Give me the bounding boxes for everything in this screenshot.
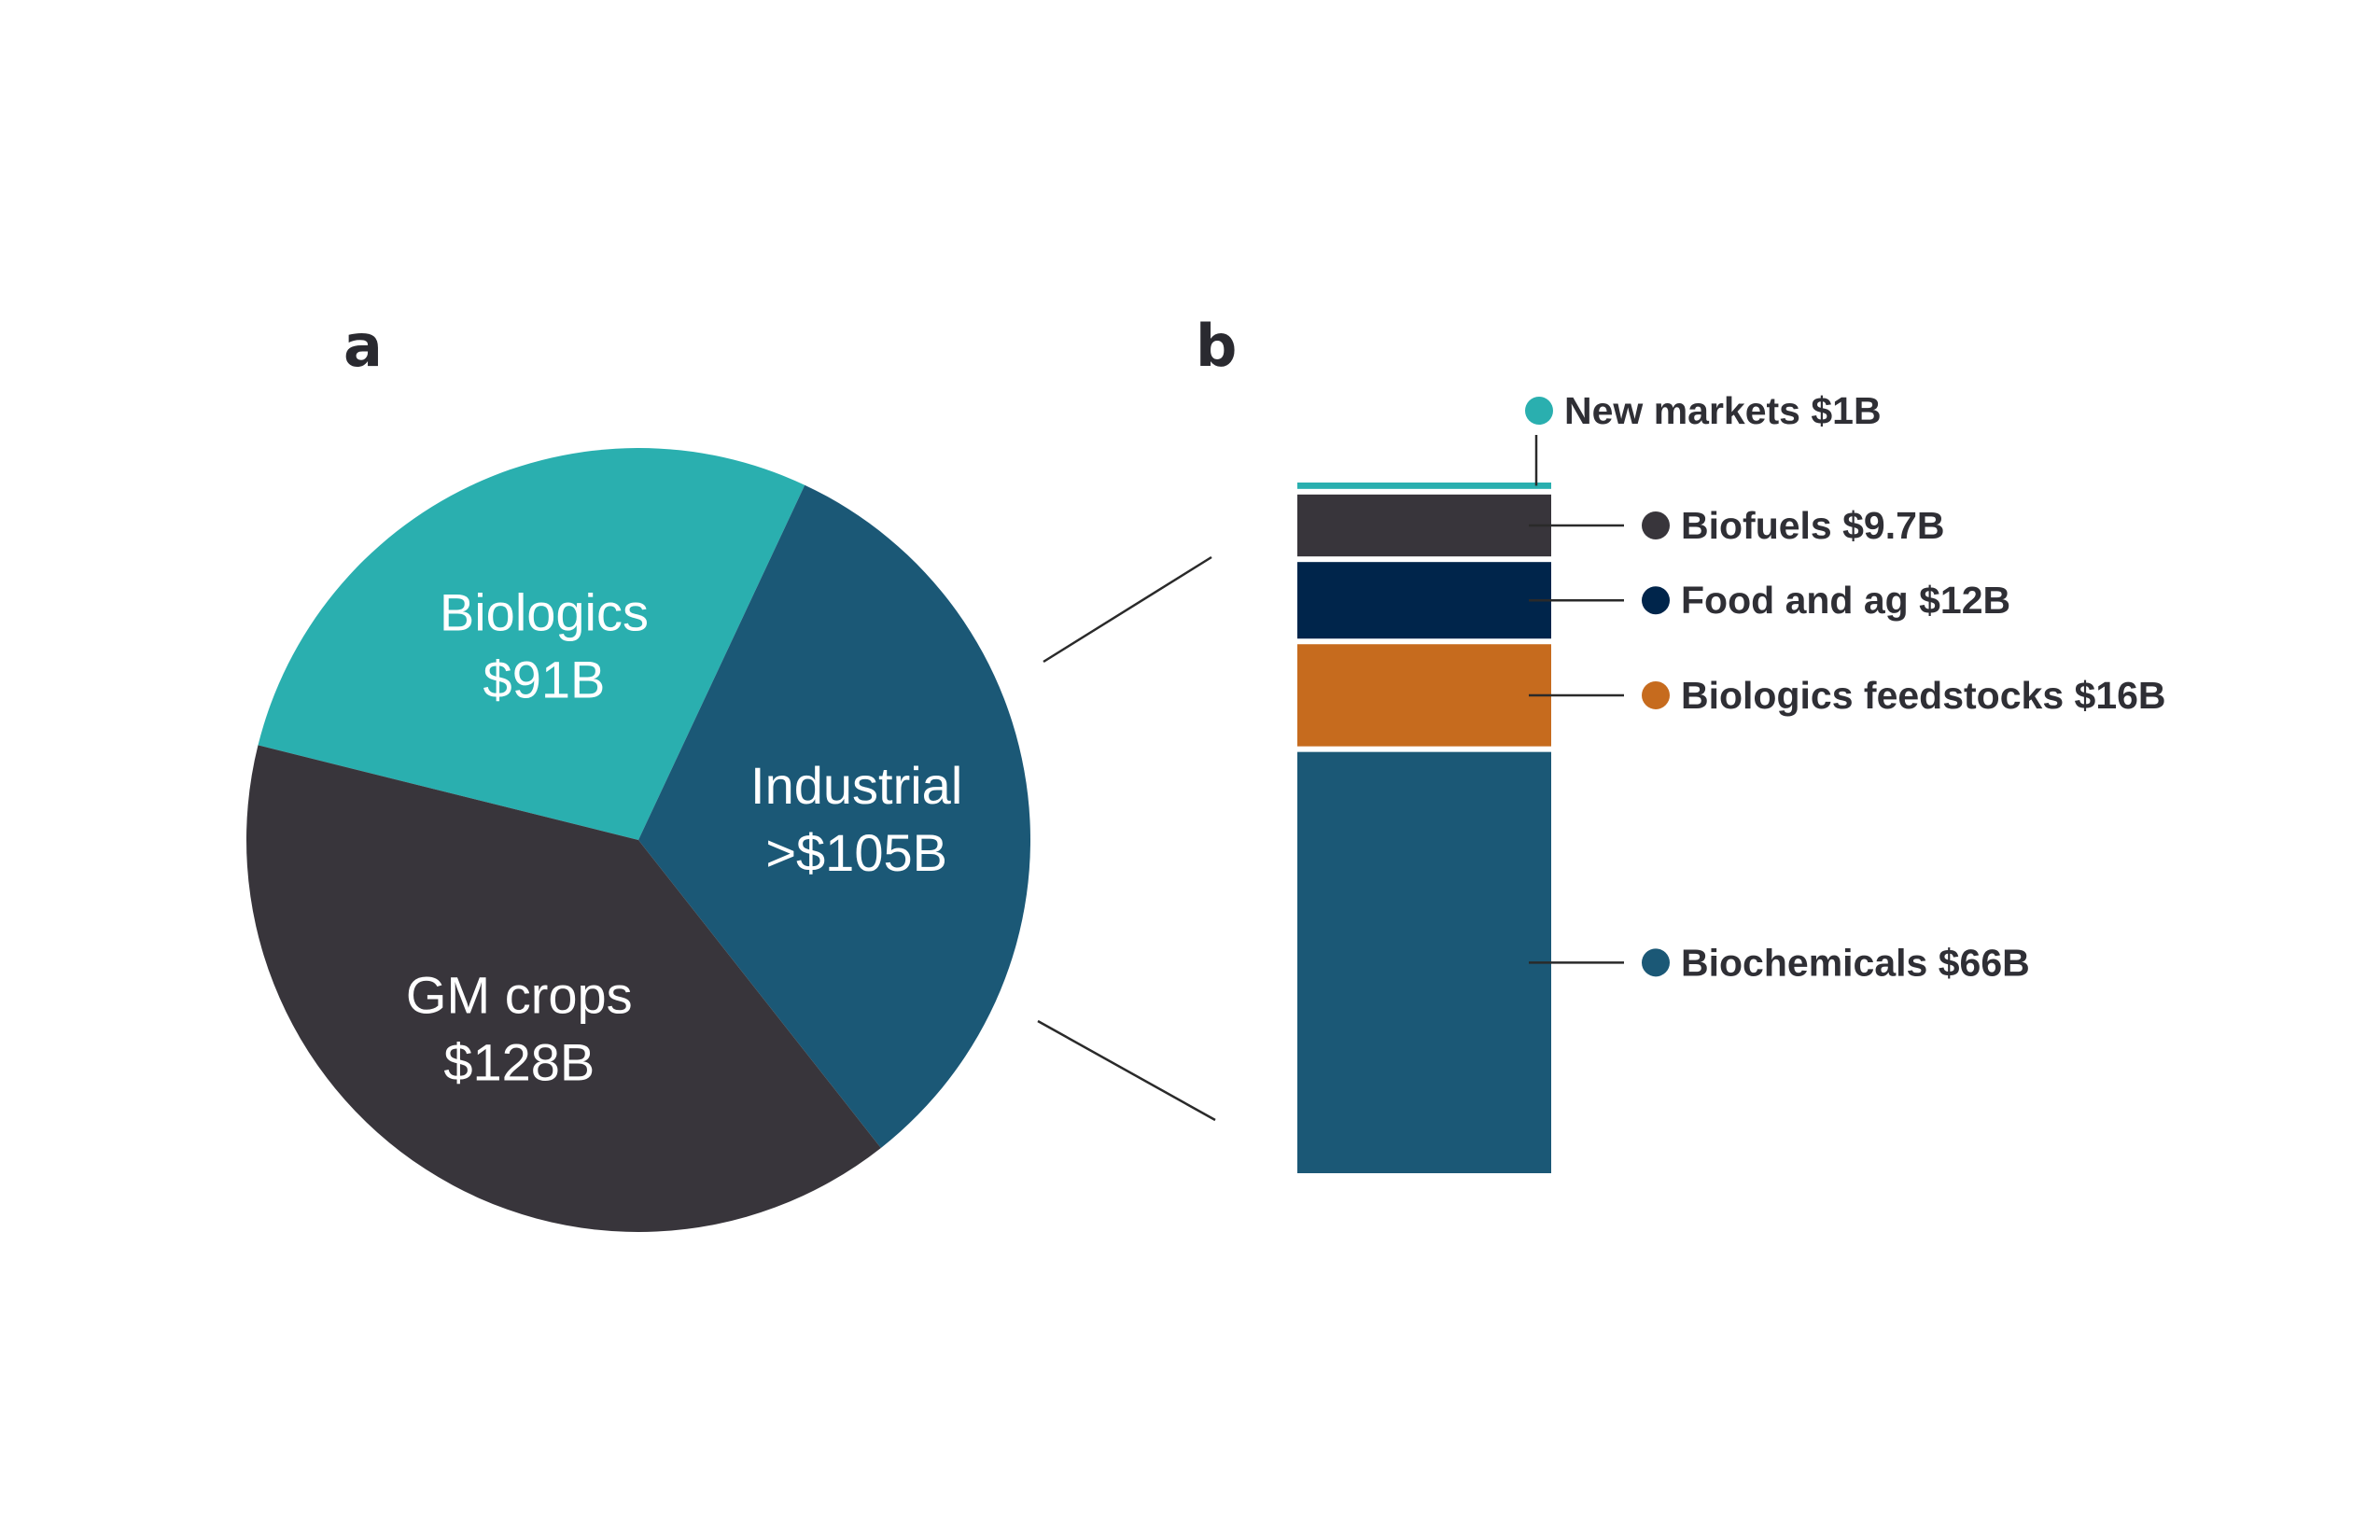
legend-dot-food-and-ag bbox=[1642, 586, 1670, 615]
legend-label-food-and-ag: Food and ag $12B bbox=[1681, 579, 2010, 622]
connector-line-bottom bbox=[1037, 1019, 1216, 1122]
panel-label-a: a bbox=[343, 312, 383, 380]
panel-label-b: b bbox=[1196, 312, 1237, 380]
connector-line-top bbox=[1043, 555, 1212, 664]
pie-label-industrial: Industrial bbox=[750, 756, 962, 815]
pie-slice-industrial bbox=[638, 484, 1030, 1148]
legend-dot-new-markets bbox=[1525, 397, 1553, 425]
legend-label-biofuels: Biofuels $9.7B bbox=[1681, 504, 1945, 547]
stacked-bar bbox=[1297, 483, 1551, 1173]
pie-label-gm-crops: GM crops bbox=[406, 966, 633, 1025]
pie-label-biologics: Biologics bbox=[440, 583, 649, 642]
stacked-bar-labels: New markets $1B Biofuels $9.7B Food and ag… bbox=[1525, 389, 2166, 984]
bar-segment-new-markets bbox=[1297, 483, 1551, 489]
bar-segment-food-and-ag bbox=[1297, 562, 1551, 639]
pie-slice-biologics bbox=[258, 448, 805, 840]
pie-slice-gm-crops bbox=[246, 745, 881, 1233]
legend-label-biologics-feedstocks: Biologics feedstocks $16B bbox=[1681, 674, 2166, 717]
legend-dot-biofuels bbox=[1642, 511, 1670, 540]
pie-value-biologics: $91B bbox=[483, 651, 606, 709]
legend-label-new-markets: New markets $1B bbox=[1564, 389, 1882, 432]
legend-dot-biochemicals bbox=[1642, 948, 1670, 977]
pie-chart: Biologics $91B Industrial >$105B GM crops $12… bbox=[246, 448, 1030, 1233]
bar-segment-biofuels bbox=[1297, 494, 1551, 557]
pie-value-gm-crops: $128B bbox=[443, 1033, 595, 1092]
bar-segment-biologics-feedstocks bbox=[1297, 644, 1551, 747]
legend-label-biochemicals: Biochemicals $66B bbox=[1681, 941, 2030, 984]
pie-value-industrial: >$105B bbox=[765, 823, 947, 882]
legend-dot-biologics-feedstocks bbox=[1642, 680, 1670, 709]
pie-to-bar-connectors bbox=[1037, 555, 1216, 1122]
bar-segment-biochemicals bbox=[1297, 751, 1551, 1173]
